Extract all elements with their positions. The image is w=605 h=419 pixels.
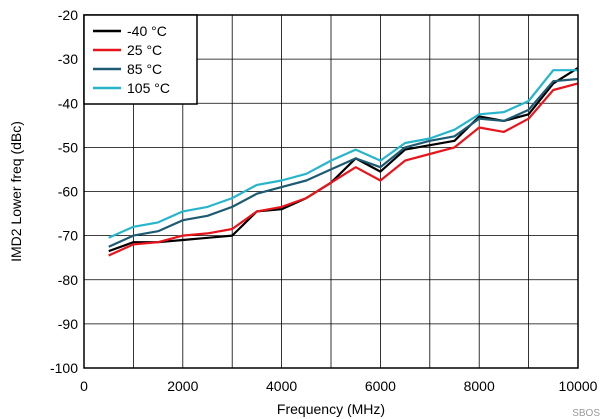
y-tick-label: -50	[58, 139, 78, 155]
legend: -40 °C 25 °C 85 °C 105 °C	[83, 14, 198, 105]
x-tick-label: 6000	[365, 378, 396, 394]
source-note: SBOS	[572, 408, 600, 419]
y-tick-labels: -100 -90 -80 -70 -60 -50 -40 -30 -20	[50, 7, 78, 376]
x-tick-label: 2000	[167, 378, 198, 394]
y-tick-label: -100	[50, 360, 78, 376]
x-tick-label: 0	[80, 378, 88, 394]
grid-lines	[84, 15, 578, 368]
legend-label: -40 °C	[127, 23, 167, 39]
series-line	[108, 77, 579, 248]
series-line	[108, 69, 578, 239]
series-line	[108, 82, 579, 257]
legend-label: 25 °C	[127, 42, 162, 58]
series-lines	[108, 66, 579, 257]
x-tick-label: 4000	[266, 378, 297, 394]
legend-label: 105 °C	[127, 80, 170, 96]
legend-label: 85 °C	[127, 61, 162, 77]
x-tick-labels: 0 2000 4000 6000 8000 10000	[80, 378, 598, 394]
x-axis-label: Frequency (MHz)	[277, 401, 385, 417]
x-tick-label: 10000	[559, 378, 598, 394]
y-tick-label: -40	[58, 95, 78, 111]
y-tick-label: -90	[58, 316, 78, 332]
y-tick-label: -70	[58, 228, 78, 244]
y-tick-label: -80	[58, 272, 78, 288]
y-tick-label: -60	[58, 184, 78, 200]
x-tick-label: 8000	[464, 378, 495, 394]
y-axis-label: IMD2 Lower freq (dBc)	[8, 121, 24, 262]
y-tick-label: -30	[58, 51, 78, 67]
plot-frame	[83, 14, 579, 369]
y-tick-label: -20	[58, 7, 78, 23]
